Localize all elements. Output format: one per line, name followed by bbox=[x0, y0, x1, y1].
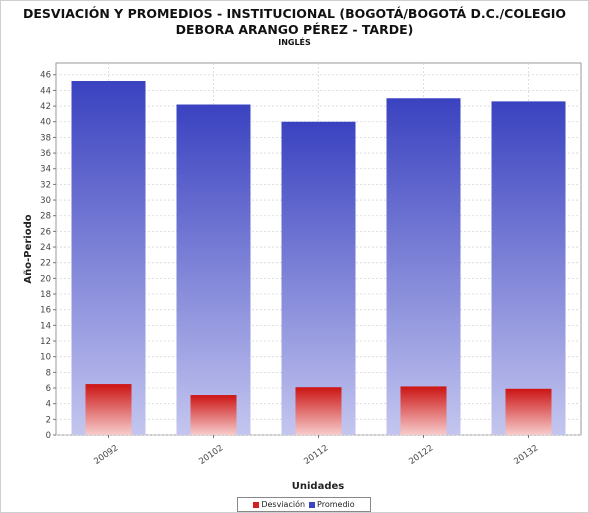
x-tick-label: 20122 bbox=[407, 443, 435, 467]
legend-swatch-desviacion bbox=[253, 502, 259, 508]
bar-promedio bbox=[72, 81, 146, 435]
bar-desviacion bbox=[506, 389, 552, 435]
bar-desviacion bbox=[401, 386, 447, 435]
legend-label-promedio: Promedio bbox=[317, 500, 355, 509]
y-tick-label: 10 bbox=[40, 353, 51, 363]
x-axis-ticks: 20092 20102 20112 20122 20132 bbox=[92, 435, 540, 467]
y-tick-label: 12 bbox=[40, 337, 51, 347]
x-tick-label: 20132 bbox=[512, 443, 540, 467]
y-tick-label: 42 bbox=[40, 102, 51, 112]
y-tick-label: 40 bbox=[40, 118, 51, 128]
y-tick-label: 46 bbox=[40, 71, 51, 81]
bar-promedio bbox=[492, 101, 566, 435]
y-tick-label: 4 bbox=[46, 400, 51, 410]
y-tick-label: 38 bbox=[40, 133, 51, 143]
x-tick-label: 20102 bbox=[197, 443, 225, 467]
y-tick-label: 32 bbox=[40, 180, 51, 190]
y-tick-label: 6 bbox=[46, 384, 51, 394]
bar-promedio bbox=[177, 105, 251, 435]
legend-label-desviacion: Desviación bbox=[261, 500, 305, 509]
x-tick-label: 20092 bbox=[92, 443, 120, 467]
y-tick-label: 20 bbox=[40, 274, 51, 284]
y-tick-label: 30 bbox=[40, 196, 51, 206]
y-axis-ticks: 0246810121416182022242628303234363840424… bbox=[40, 71, 56, 441]
legend: Desviación Promedio bbox=[237, 497, 371, 512]
y-tick-label: 24 bbox=[40, 243, 51, 253]
legend-item-promedio: Promedio bbox=[309, 500, 355, 509]
x-tick-label: 20112 bbox=[302, 443, 330, 467]
y-axis-label: Año-Periodo bbox=[23, 214, 34, 283]
bar-desviacion bbox=[296, 387, 342, 435]
y-tick-label: 26 bbox=[40, 227, 51, 237]
y-tick-label: 22 bbox=[40, 259, 51, 269]
legend-swatch-promedio bbox=[309, 502, 315, 508]
bar-promedio bbox=[387, 98, 461, 435]
y-tick-label: 8 bbox=[46, 368, 51, 378]
y-tick-label: 16 bbox=[40, 306, 51, 316]
y-tick-label: 0 bbox=[46, 431, 51, 441]
y-tick-label: 18 bbox=[40, 290, 51, 300]
bar-desviacion bbox=[191, 395, 237, 435]
y-tick-label: 34 bbox=[40, 165, 51, 175]
y-tick-label: 36 bbox=[40, 149, 51, 159]
x-axis-label: Unidades bbox=[292, 481, 345, 492]
y-tick-label: 14 bbox=[40, 321, 51, 331]
legend-item-desviacion: Desviación bbox=[253, 500, 305, 509]
y-tick-label: 44 bbox=[40, 86, 51, 96]
y-tick-label: 2 bbox=[46, 415, 51, 425]
y-tick-label: 28 bbox=[40, 212, 51, 222]
bar-desviacion bbox=[86, 384, 132, 435]
